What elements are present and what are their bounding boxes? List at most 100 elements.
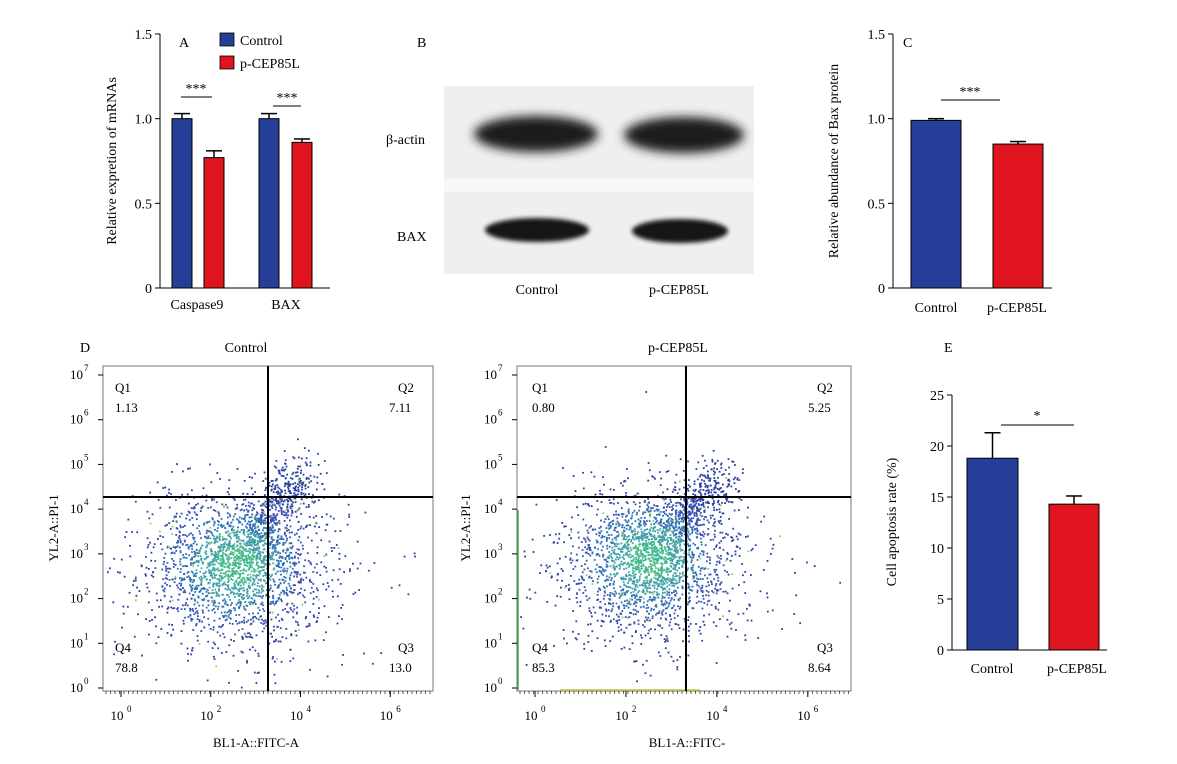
event-dot (235, 581, 237, 583)
event-dot (730, 501, 733, 503)
event-dot (224, 614, 226, 617)
event-dot (670, 557, 672, 560)
event-dot (179, 531, 181, 534)
event-dot (207, 589, 209, 592)
event-dot (195, 560, 197, 563)
event-dot (194, 599, 197, 602)
event-dot (673, 578, 676, 581)
event-dot (627, 477, 629, 480)
event-dot (131, 531, 133, 533)
event-dot (550, 576, 553, 579)
event-dot (600, 606, 602, 609)
event-dot (622, 538, 625, 541)
event-dot (251, 558, 253, 561)
event-dot (207, 604, 210, 607)
event-dot (653, 590, 656, 593)
event-dot (289, 484, 291, 487)
event-dot (191, 489, 193, 492)
event-dot (635, 537, 637, 540)
event-dot (672, 558, 674, 561)
event-dot (217, 511, 220, 513)
event-dot (642, 570, 645, 573)
event-dot (179, 515, 181, 518)
event-dot (228, 540, 231, 542)
event-dot (607, 524, 610, 527)
event-dot (274, 517, 277, 519)
event-dot (309, 561, 312, 564)
event-dot (285, 509, 288, 511)
event-dot (141, 654, 143, 657)
event-dot (583, 647, 586, 650)
event-dot (173, 607, 176, 610)
event-dot (219, 546, 222, 549)
event-dot (278, 487, 281, 490)
event-dot (636, 560, 639, 563)
event-dot (634, 545, 637, 548)
event-dot (237, 573, 240, 575)
event-dot (292, 501, 294, 504)
event-dot (628, 512, 630, 515)
event-dot (278, 542, 281, 545)
event-dot (168, 623, 170, 626)
event-dot (661, 546, 663, 548)
event-dot (273, 545, 276, 548)
event-dot (681, 527, 684, 529)
event-dot (200, 507, 203, 510)
event-dot (226, 594, 228, 596)
event-dot (241, 558, 244, 561)
event-dot (590, 570, 593, 573)
event-dot (691, 532, 693, 534)
event-dot (218, 617, 221, 620)
event-dot (277, 486, 280, 489)
event-dot (236, 571, 239, 573)
event-dot (649, 514, 651, 516)
event-dot (216, 527, 219, 529)
event-dot (227, 564, 230, 567)
event-dot (318, 526, 321, 528)
event-dot (199, 555, 202, 558)
event-dot (171, 624, 173, 626)
event-dot (653, 581, 655, 583)
event-dot (146, 546, 149, 549)
event-dot (256, 532, 258, 535)
event-dot (286, 603, 288, 606)
event-dot (241, 638, 244, 640)
event-dot (716, 508, 718, 511)
event-dot (722, 564, 725, 567)
event-dot (313, 616, 316, 618)
event-dot (298, 535, 301, 538)
event-dot (676, 550, 679, 552)
event-dot (264, 522, 267, 525)
event-dot (191, 647, 194, 649)
event-dot (687, 487, 689, 490)
event-dot (645, 607, 648, 609)
event-dot (306, 552, 309, 555)
event-dot (624, 562, 626, 564)
event-dot (305, 476, 308, 479)
event-dot (618, 556, 621, 559)
event-dot (663, 498, 666, 501)
event-dot (673, 546, 676, 548)
event-dot (694, 500, 696, 503)
event-dot (672, 531, 674, 533)
event-dot (604, 591, 606, 594)
event-dot (249, 556, 252, 559)
event-dot (304, 571, 306, 574)
event-dot (317, 598, 320, 601)
event-dot (303, 596, 306, 599)
event-dot (632, 530, 634, 533)
event-dot (230, 553, 232, 556)
event-dot (352, 562, 354, 565)
event-dot (245, 556, 248, 559)
event-dot (216, 535, 218, 538)
event-dot (706, 577, 709, 580)
event-dot (595, 554, 598, 556)
event-dot (254, 491, 256, 493)
event-dot (253, 578, 256, 581)
event-dot (251, 540, 254, 542)
event-dot (606, 531, 608, 534)
event-dot (349, 568, 351, 570)
event-dot (237, 539, 239, 542)
event-dot (261, 588, 263, 590)
event-dot (273, 580, 276, 583)
